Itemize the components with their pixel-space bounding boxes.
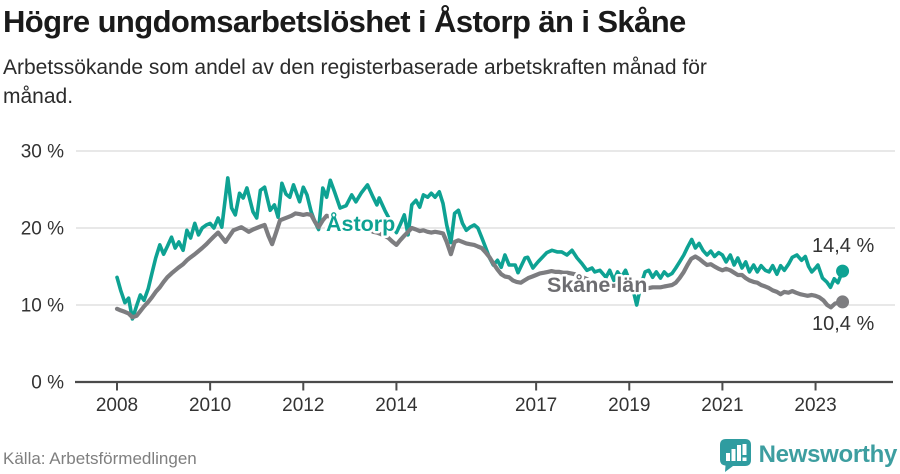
x-axis-tick-label: 2010 [189,395,231,416]
logo-bar-small [725,453,730,461]
series-end-dot-skane [836,295,850,309]
y-axis-tick-label: 30 % [21,142,64,163]
y-axis-tick-label: 20 % [21,219,64,240]
end-value-label-astorp: 14,4 % [812,235,874,257]
y-axis-tick-label: 10 % [21,296,64,317]
x-axis-tick-label: 2012 [282,395,324,416]
logo-bar-medium [731,449,736,461]
series-line-astorp [115,176,845,321]
end-value-label-skane: 10,4 % [812,313,874,335]
series-line-skane [114,211,845,320]
logo-bar-large [736,445,741,461]
source-note: Källa: Arbetsförmedlingen [3,449,197,468]
page-title: Högre ungdomsarbetslöshet i Åstorp än i … [3,4,686,39]
x-axis-tick-label: 2008 [96,395,138,416]
newsworthy-wordmark: Newsworthy [758,441,898,468]
y-axis-tick-label: 0 % [31,373,64,394]
chart-header: Högre ungdomsarbetslöshet i Åstorp än i … [3,4,870,112]
logo-exclamation-dot [742,457,747,461]
x-axis-tick-label: 2021 [701,395,743,416]
x-axis-tick-label: 2014 [375,395,418,416]
newsworthy-branding: Newsworthy [719,437,897,473]
series-label-astorp: Åstorp [326,210,395,236]
series-end-dot-astorp [836,264,850,278]
x-axis-tick-label: 2023 [794,395,836,416]
newsworthy-logo-icon [719,439,751,472]
page-subtitle: Arbetssökande som andel av den registerb… [3,55,707,108]
x-axis-tick-label: 2017 [515,395,557,416]
line-chart: 0 % 10 % 20 % 30 % 2008 2010 2012 2014 2017 2019 2… [0,132,900,432]
series-label-skane: Skåne län [547,273,647,297]
x-axis-tick-label: 2019 [608,395,650,416]
line-chart-svg: 0 % 10 % 20 % 30 % 2008 2010 2012 2014 2017 2019 2… [21,142,895,416]
logo-exclamation-bar [742,444,747,455]
